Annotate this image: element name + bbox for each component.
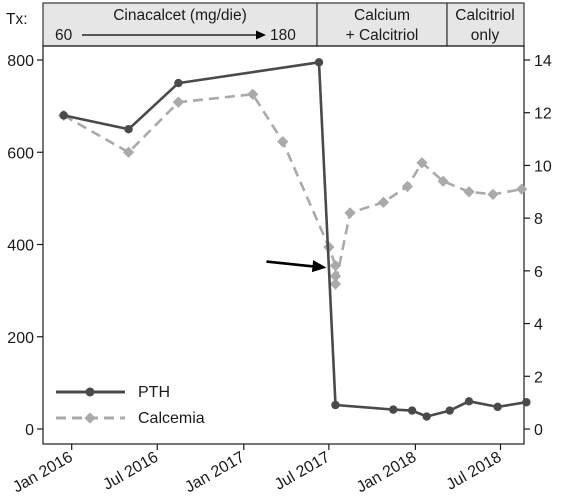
x-tick-label: Jan 2017: [182, 449, 248, 497]
calcitriol-only-label: only: [471, 27, 500, 44]
data-point: [344, 207, 356, 219]
x-axis: Jan 2016 Jul 2016 Jan 2017 Jul 2017 Jan 2018…: [10, 444, 505, 497]
x-tick-label: Jan 2016: [10, 449, 76, 497]
data-point: [416, 157, 428, 169]
legend-pth-label: PTH: [138, 384, 170, 401]
data-point: [122, 146, 135, 158]
data-point: [389, 405, 398, 414]
right-y-tick-label: 6: [534, 264, 543, 281]
series-line: [63, 60, 527, 418]
data-point: [401, 180, 414, 193]
left-y-tick-label: 800: [7, 53, 34, 70]
banner-cell-calcium-calcitriol: [316, 2, 448, 47]
x-tick-label: Jul 2017: [272, 449, 333, 494]
calcitriol-label: Calcitriol: [455, 7, 514, 24]
data-point: [464, 397, 474, 406]
treatment-label: Tx:: [6, 11, 28, 28]
data-point: [314, 58, 324, 67]
data-point: [331, 400, 340, 410]
left-y-tick-label: 200: [7, 330, 34, 347]
cinacalcet-label: Cinacalcet (mg/die): [113, 7, 247, 24]
left-y-tick-label: 400: [7, 238, 34, 255]
x-tick-label: Jul 2018: [444, 449, 505, 494]
right-y-tick-label: 0: [534, 422, 543, 439]
data-point: [174, 78, 183, 88]
data-point: [487, 188, 499, 201]
x-tick-label: Jan 2018: [354, 449, 420, 497]
legend-calcemia-marker: [84, 412, 96, 424]
data-point: [422, 412, 431, 421]
data-point: [493, 402, 502, 412]
right-y-tick-label: 8: [534, 211, 543, 228]
data-point: [329, 270, 342, 282]
dose-end-label: 180: [270, 27, 296, 44]
banner-cell-calcitriol-only: [446, 2, 525, 47]
data-point: [172, 96, 185, 108]
data-point: [329, 278, 342, 290]
data-point: [437, 175, 449, 187]
data-point: [463, 186, 475, 198]
left-y-tick-label: 600: [7, 145, 34, 162]
legend-calcemia-label: Calcemia: [138, 410, 205, 427]
data-point: [124, 124, 133, 134]
data-point: [329, 259, 342, 272]
left-y-tick-label: 0: [25, 422, 34, 439]
data-point: [522, 398, 531, 407]
annotation-arrow-head: [311, 260, 327, 273]
dose-arrow-head: [256, 30, 266, 40]
annotation-arrow-shaft: [266, 260, 315, 268]
data-point: [377, 196, 390, 208]
right-y-tick-label: 2: [534, 369, 543, 386]
calcitriol-addon-label: + Calcitriol: [346, 27, 419, 44]
dose-start-label: 60: [55, 27, 73, 44]
right-y-axis: 0 2 4 6 8 10 12 14: [524, 53, 552, 439]
data-point: [445, 406, 454, 415]
treatment-banner: Tx: Cinacalcet (mg/die) 60 180 Calcium +…: [6, 2, 525, 47]
annotation-arrow: [266, 260, 327, 273]
series-calcemia: [58, 88, 528, 290]
right-y-tick-label: 14: [534, 53, 552, 70]
data-point: [515, 183, 528, 195]
data-point: [59, 111, 68, 120]
series-pth: [59, 58, 531, 421]
legend: PTH Calcemia: [56, 384, 205, 427]
right-y-tick-label: 4: [534, 317, 543, 334]
x-tick-label: Jul 2016: [100, 449, 161, 494]
legend-pth-marker: [85, 387, 95, 397]
series-line: [63, 93, 522, 286]
right-y-tick-label: 10: [534, 158, 552, 175]
data-point: [407, 406, 417, 415]
right-y-tick-label: 12: [534, 106, 552, 123]
calcium-label: Calcium: [354, 7, 410, 24]
banner-cell-cinacalcet: [42, 2, 318, 47]
data-point: [277, 136, 289, 148]
plot-frame: [42, 45, 525, 445]
left-y-axis: 0 200 400 600 800: [7, 53, 43, 439]
